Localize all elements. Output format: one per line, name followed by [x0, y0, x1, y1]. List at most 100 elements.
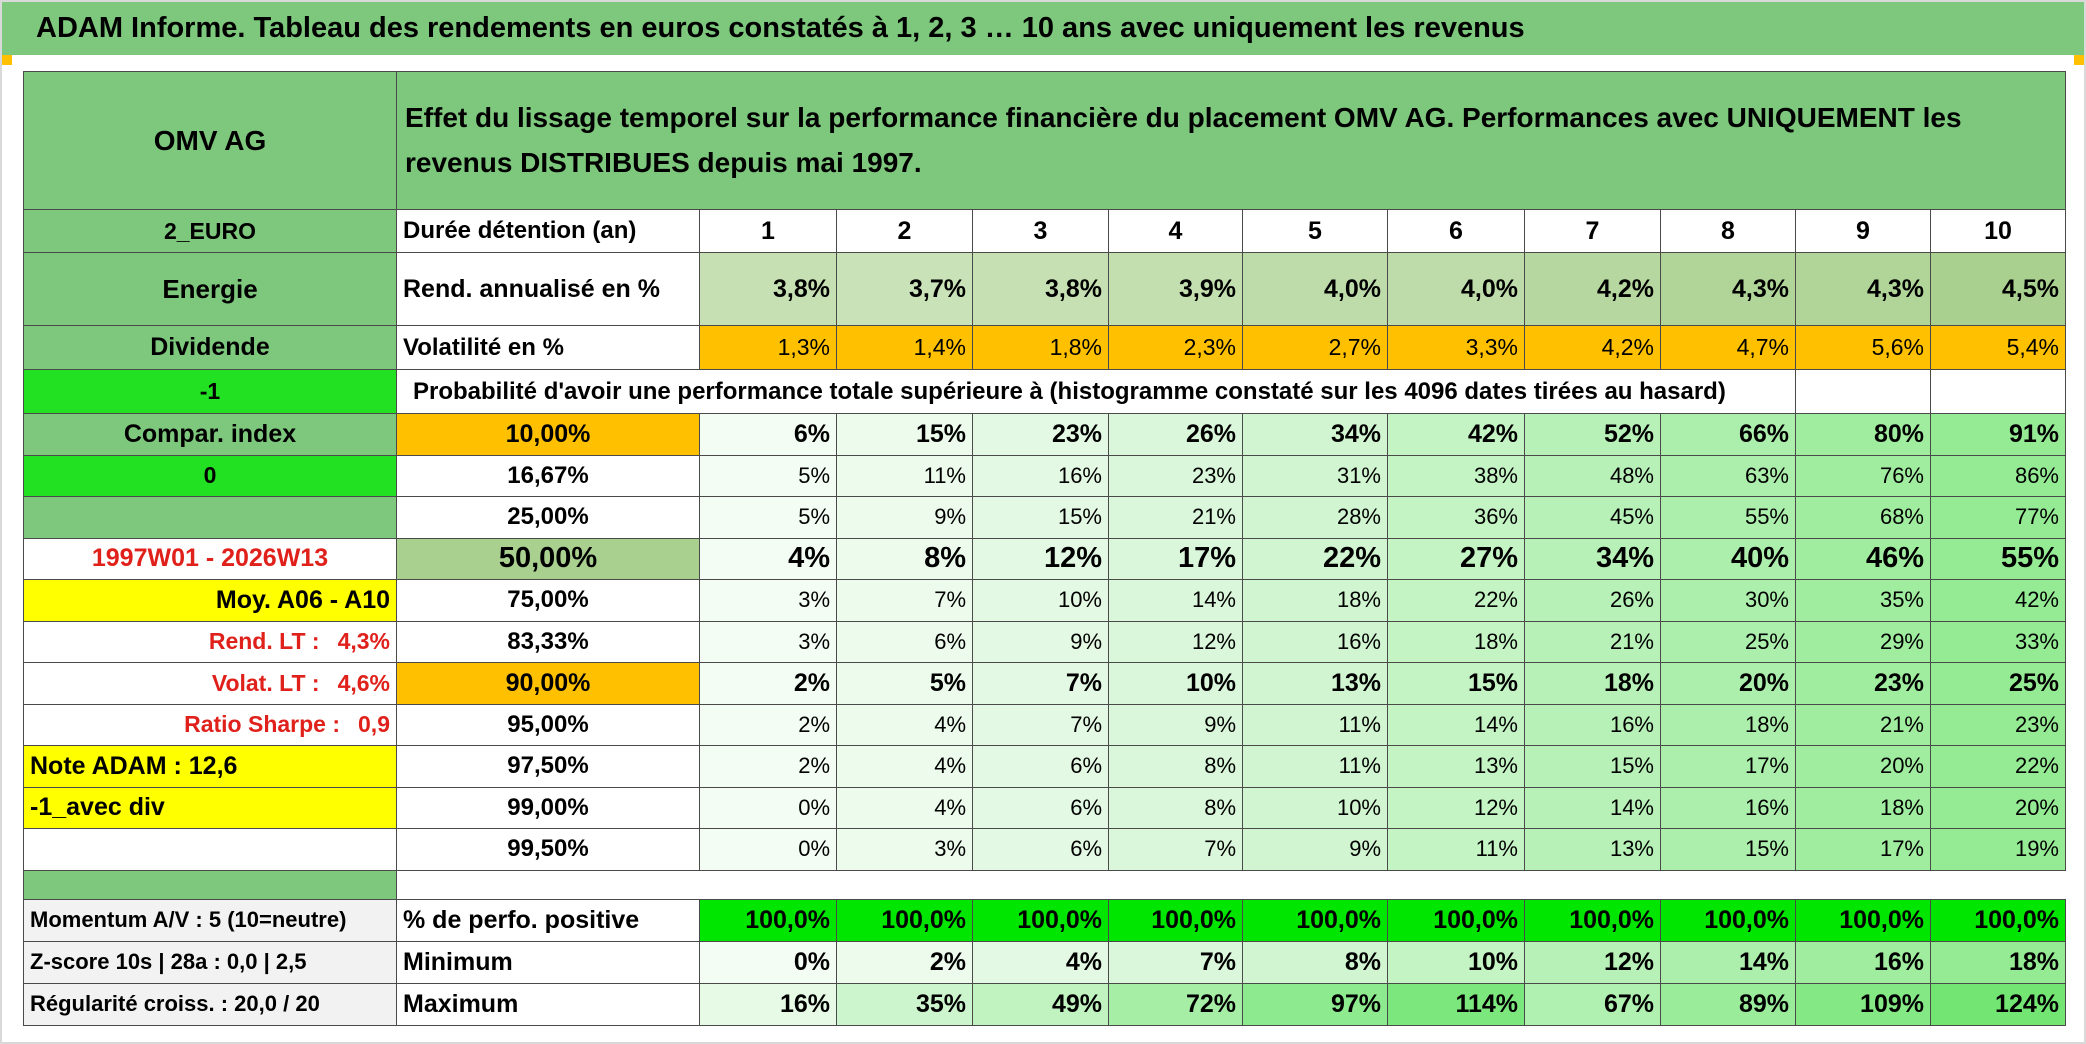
value-cell: 6	[1387, 209, 1525, 253]
value-cell: 72%	[1108, 982, 1243, 1026]
side-cell: Ratio Sharpe : 0,9	[23, 703, 397, 746]
side-cell: -1_avec div	[23, 786, 397, 829]
value-cell: 3,9%	[1108, 252, 1243, 326]
value-cell: 4%	[836, 745, 973, 788]
value-cell: 12%	[1524, 940, 1661, 984]
value-cell: 2%	[699, 662, 837, 705]
value-cell: 34%	[1242, 413, 1388, 456]
value-cell: 10%	[1108, 662, 1243, 705]
value-cell: 2%	[836, 940, 973, 984]
value-cell: 6%	[972, 745, 1109, 788]
value-cell: 68%	[1795, 496, 1931, 539]
value-cell: 22%	[1930, 745, 2066, 788]
value-cell: 4,2%	[1524, 252, 1661, 326]
side-cell: Dividende	[23, 325, 397, 370]
value-cell: 67%	[1524, 982, 1661, 1026]
value-cell: 77%	[1930, 496, 2066, 539]
value-cell: 76%	[1795, 454, 1931, 497]
value-cell: 18%	[1930, 940, 2066, 984]
value-cell: 18%	[1795, 786, 1931, 829]
value-cell: 17%	[1108, 537, 1243, 580]
value-cell: 8	[1660, 209, 1796, 253]
value-cell: 8%	[1108, 745, 1243, 788]
value-cell: 22%	[1242, 537, 1388, 580]
value-cell: 42%	[1930, 579, 2066, 622]
value-cell: 16%	[1242, 620, 1388, 663]
value-cell: 66%	[1660, 413, 1796, 456]
row-label: 50,00%	[396, 537, 700, 580]
side-label: Ratio Sharpe :	[184, 711, 341, 738]
row-label: Minimum	[396, 940, 700, 984]
row-label: 95,00%	[396, 703, 700, 746]
row-label: 16,67%	[396, 454, 700, 497]
value-cell: 6%	[972, 786, 1109, 829]
value-cell: 12%	[1108, 620, 1243, 663]
value-cell: 21%	[1524, 620, 1661, 663]
value-cell: 5,6%	[1795, 325, 1931, 370]
value-cell: 63%	[1660, 454, 1796, 497]
side-label: Rend. LT :	[208, 628, 320, 655]
value-cell: 36%	[1387, 496, 1525, 539]
value-cell: 3%	[699, 579, 837, 622]
side-value: 4,6%	[337, 669, 390, 696]
value-cell: 12%	[1387, 786, 1525, 829]
summary-side: Régularité croiss. : 20,0 / 20	[23, 982, 397, 1026]
value-cell: 15%	[972, 496, 1109, 539]
company-cell: OMV AG	[23, 71, 397, 210]
value-cell: 91%	[1930, 413, 2066, 456]
value-cell: 4%	[972, 940, 1109, 984]
value-cell: 23%	[972, 413, 1109, 456]
value-cell: 1,3%	[699, 325, 837, 370]
value-cell: 4,5%	[1930, 252, 2066, 326]
value-cell: 2	[836, 209, 973, 253]
value-cell: 45%	[1524, 496, 1661, 539]
value-cell: 9%	[972, 620, 1109, 663]
value-cell: 100,0%	[699, 898, 837, 942]
value-cell: 5%	[836, 662, 973, 705]
value-cell: 31%	[1242, 454, 1388, 497]
value-cell: 26%	[1108, 413, 1243, 456]
value-cell: 80%	[1795, 413, 1931, 456]
value-cell: 10%	[1387, 940, 1525, 984]
side-cell	[23, 496, 397, 539]
value-cell: 11%	[1387, 828, 1525, 871]
value-cell: 11%	[1242, 703, 1388, 746]
row-label: 90,00%	[396, 662, 700, 705]
value-cell: 34%	[1524, 537, 1661, 580]
value-cell: 7%	[1108, 828, 1243, 871]
section-label: Probabilité d'avoir une performance tota…	[396, 369, 1796, 414]
row-label: 25,00%	[396, 496, 700, 539]
value-cell: 4,0%	[1387, 252, 1525, 326]
value-cell: 0%	[699, 786, 837, 829]
value-cell: 7%	[972, 703, 1109, 746]
value-cell: 100,0%	[1387, 898, 1525, 942]
value-cell: 1,4%	[836, 325, 973, 370]
value-cell: 9%	[1242, 828, 1388, 871]
value-cell: 2%	[699, 703, 837, 746]
value-cell: 1,8%	[972, 325, 1109, 370]
value-cell: 20%	[1660, 662, 1796, 705]
value-cell: 1	[699, 209, 837, 253]
value-cell: 15%	[1524, 745, 1661, 788]
side-value: 0,9	[358, 711, 390, 738]
side-cell: 0	[23, 454, 397, 497]
value-cell: 18%	[1387, 620, 1525, 663]
value-cell: 6%	[972, 828, 1109, 871]
value-cell: 10%	[972, 579, 1109, 622]
value-cell: 8%	[1108, 786, 1243, 829]
value-cell: 5%	[699, 454, 837, 497]
value-cell: 100,0%	[1242, 898, 1388, 942]
row-label: 99,50%	[396, 828, 700, 871]
value-cell: 18%	[1660, 703, 1796, 746]
page-title: ADAM Informe. Tableau des rendements en …	[2, 2, 2084, 55]
value-cell: 4%	[836, 703, 973, 746]
value-cell: 55%	[1930, 537, 2066, 580]
side-cell: Note ADAM : 12,6	[23, 745, 397, 788]
value-cell: 23%	[1795, 662, 1931, 705]
value-cell: 2,7%	[1242, 325, 1388, 370]
value-cell: 21%	[1108, 496, 1243, 539]
value-cell: 100,0%	[972, 898, 1109, 942]
row-label: 10,00%	[396, 413, 700, 456]
row-label: Volatilité en %	[396, 325, 700, 370]
